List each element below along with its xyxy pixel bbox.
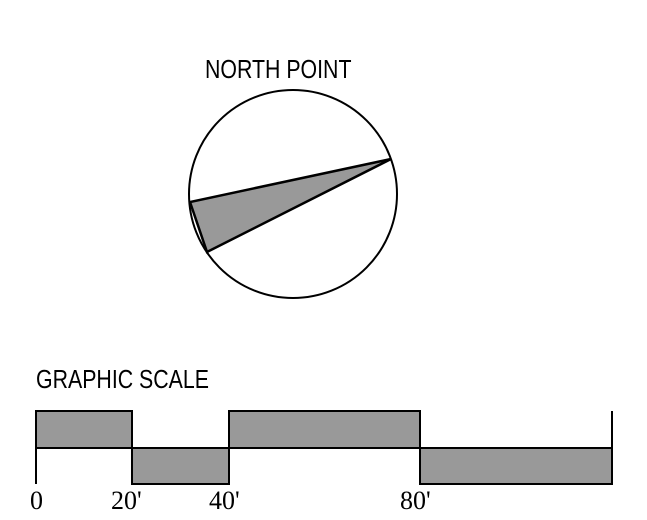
graphic-scale-title: GRAPHIC SCALE <box>36 364 209 394</box>
north-arrow-icon <box>188 157 392 254</box>
scale-tick-label-40: 40' <box>209 486 240 515</box>
scale-segment-1 <box>35 410 133 449</box>
scale-segment-3 <box>228 410 421 449</box>
graphic-scale <box>35 410 613 485</box>
scale-tick-label-80: 80' <box>400 486 431 515</box>
north-point <box>188 89 398 299</box>
scale-tick-label-0: 0 <box>30 486 43 515</box>
north-point-title: NORTH POINT <box>205 54 352 84</box>
scale-segment-4 <box>419 447 613 485</box>
scale-tick-label-20: 20' <box>111 486 142 515</box>
scale-segment-2 <box>131 447 230 485</box>
